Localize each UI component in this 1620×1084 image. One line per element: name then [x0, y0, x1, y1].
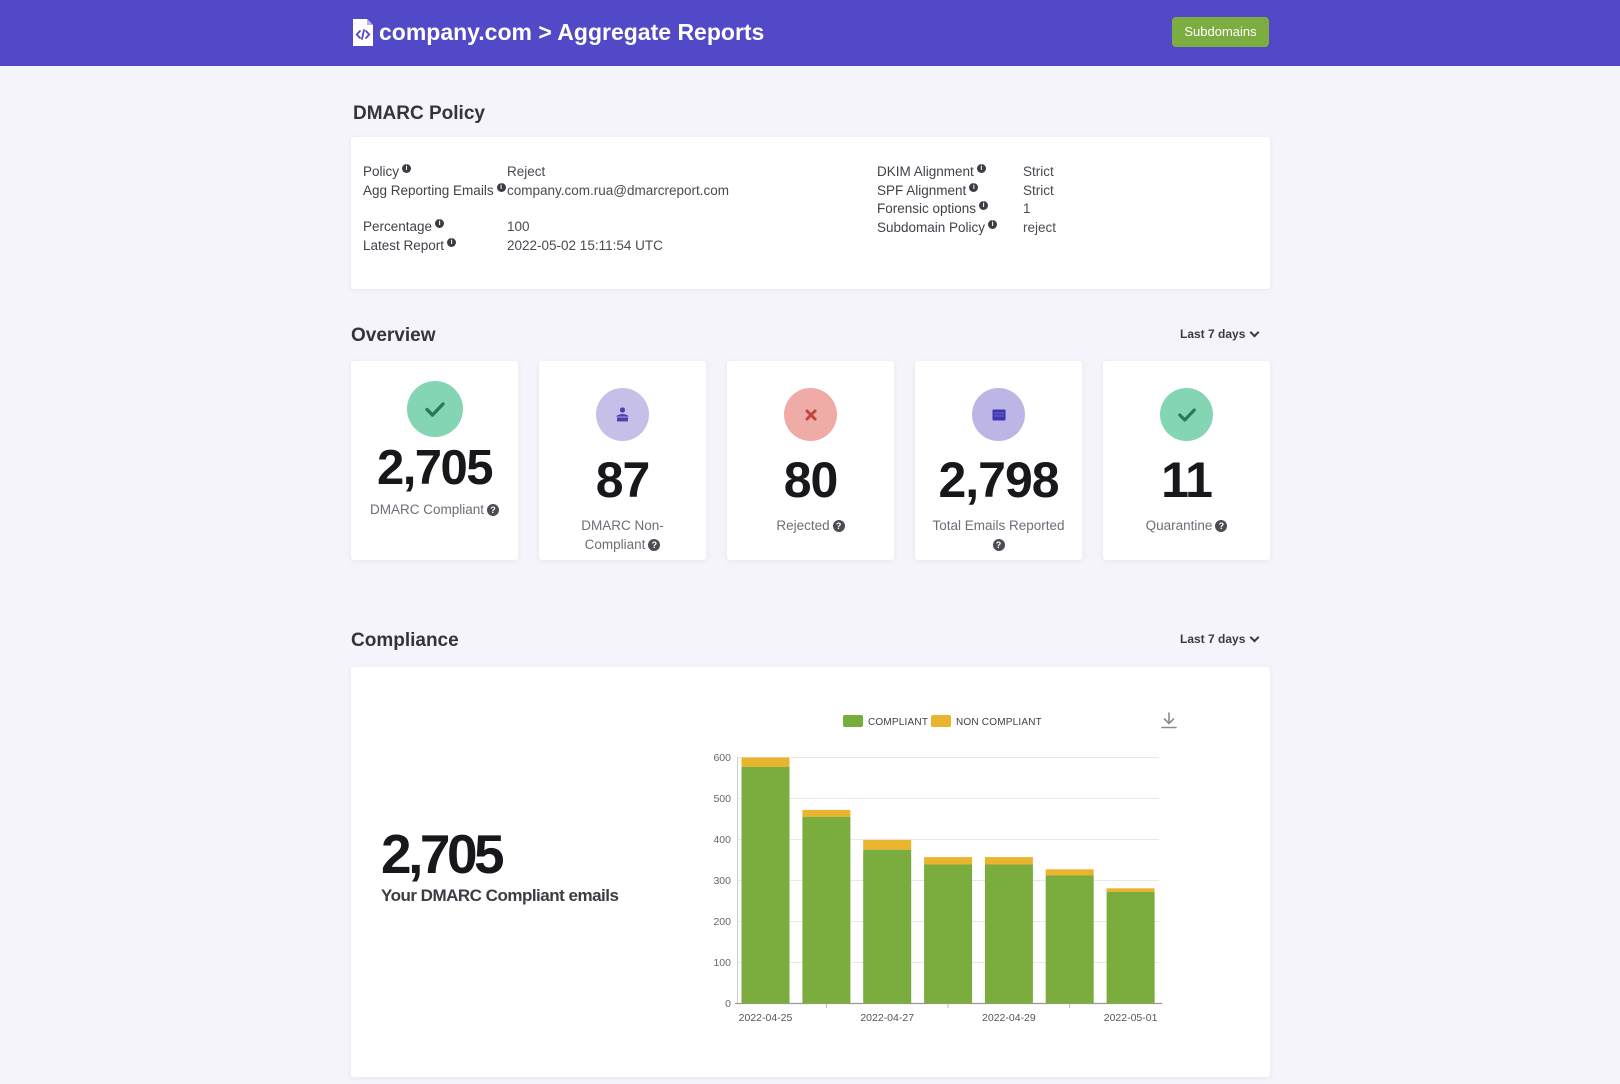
- svg-text:2022-04-25: 2022-04-25: [739, 1012, 793, 1024]
- svg-text:500: 500: [713, 793, 731, 805]
- svg-text:100: 100: [713, 957, 731, 969]
- svg-text:600: 600: [713, 752, 731, 764]
- svg-text:2022-05-01: 2022-05-01: [1104, 1012, 1158, 1024]
- svg-text:0: 0: [725, 998, 731, 1010]
- svg-text:200: 200: [713, 916, 731, 928]
- svg-text:2022-04-27: 2022-04-27: [860, 1012, 914, 1024]
- svg-text:300: 300: [713, 875, 731, 887]
- svg-text:400: 400: [713, 834, 731, 846]
- svg-text:2022-04-29: 2022-04-29: [982, 1012, 1036, 1024]
